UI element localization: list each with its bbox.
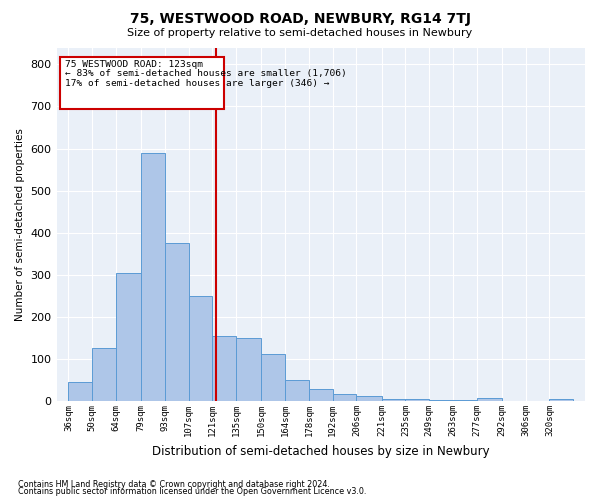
Bar <box>356 396 382 401</box>
Bar <box>60 57 224 110</box>
Text: Contains HM Land Registry data © Crown copyright and database right 2024.: Contains HM Land Registry data © Crown c… <box>18 480 330 489</box>
Bar <box>68 382 92 401</box>
Bar <box>165 244 188 401</box>
X-axis label: Distribution of semi-detached houses by size in Newbury: Distribution of semi-detached houses by … <box>152 444 490 458</box>
Bar <box>550 400 573 401</box>
Bar <box>332 394 356 401</box>
Bar <box>262 354 285 401</box>
Text: Contains public sector information licensed under the Open Government Licence v3: Contains public sector information licen… <box>18 487 367 496</box>
Bar <box>236 338 262 401</box>
Bar <box>116 272 141 401</box>
Bar <box>141 152 165 401</box>
Y-axis label: Number of semi-detached properties: Number of semi-detached properties <box>15 128 25 321</box>
Bar <box>453 400 476 401</box>
Text: 17% of semi-detached houses are larger (346) →: 17% of semi-detached houses are larger (… <box>65 78 329 88</box>
Text: 75, WESTWOOD ROAD, NEWBURY, RG14 7TJ: 75, WESTWOOD ROAD, NEWBURY, RG14 7TJ <box>130 12 470 26</box>
Bar <box>309 388 332 401</box>
Bar <box>212 336 236 401</box>
Bar <box>476 398 502 401</box>
Bar <box>429 400 453 401</box>
Bar <box>406 400 429 401</box>
Text: ← 83% of semi-detached houses are smaller (1,706): ← 83% of semi-detached houses are smalle… <box>65 70 347 78</box>
Bar <box>92 348 116 401</box>
Text: Size of property relative to semi-detached houses in Newbury: Size of property relative to semi-detach… <box>127 28 473 38</box>
Bar <box>382 398 406 401</box>
Bar <box>285 380 309 401</box>
Bar <box>188 296 212 401</box>
Text: 75 WESTWOOD ROAD: 123sqm: 75 WESTWOOD ROAD: 123sqm <box>65 60 203 69</box>
